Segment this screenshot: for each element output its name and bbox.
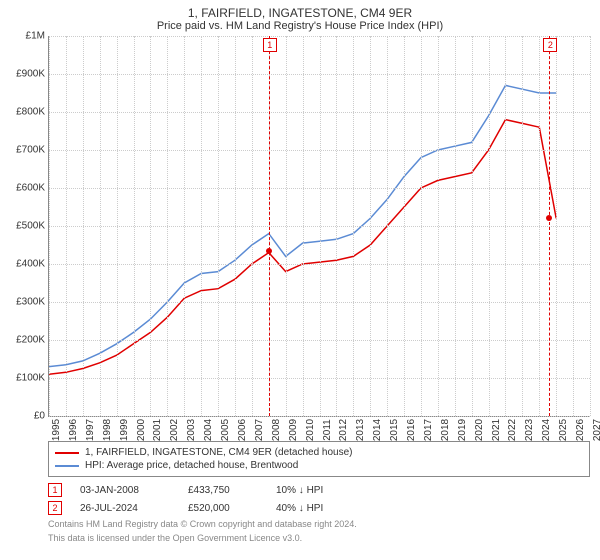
x-axis-label: 2001 <box>150 419 163 441</box>
chart-marker: 1 <box>263 38 277 52</box>
x-axis-label: 2021 <box>489 419 502 441</box>
y-axis-label: £1M <box>26 31 49 42</box>
x-axis-label: 2013 <box>353 419 366 441</box>
x-axis-label: 2024 <box>539 419 552 441</box>
x-axis-label: 1995 <box>49 419 62 441</box>
x-axis-label: 2014 <box>370 419 383 441</box>
y-axis-label: £600K <box>16 183 49 194</box>
x-axis-label: 2018 <box>438 419 451 441</box>
table-price: £520,000 <box>188 503 258 514</box>
x-axis-label: 2004 <box>201 419 214 441</box>
legend-item: HPI: Average price, detached house, Bren… <box>55 459 583 472</box>
legend-label: 1, FAIRFIELD, INGATESTONE, CM4 9ER (deta… <box>85 447 353 458</box>
legend-swatch <box>55 465 79 467</box>
x-axis-label: 2009 <box>286 419 299 441</box>
chart-marker: 2 <box>543 38 557 52</box>
x-axis-label: 2022 <box>505 419 518 441</box>
x-axis-label: 1997 <box>83 419 96 441</box>
x-axis-label: 2017 <box>421 419 434 441</box>
table-delta: 40% ↓ HPI <box>276 503 323 514</box>
table-row: 2 26-JUL-2024 £520,000 40% ↓ HPI <box>48 499 590 517</box>
x-axis-label: 2008 <box>269 419 282 441</box>
transactions-table: 1 03-JAN-2008 £433,750 10% ↓ HPI 2 26-JUL-202… <box>48 481 590 517</box>
x-axis-label: 2003 <box>184 419 197 441</box>
table-marker-box: 1 <box>48 483 62 497</box>
y-axis-label: £500K <box>16 221 49 232</box>
table-row: 1 03-JAN-2008 £433,750 10% ↓ HPI <box>48 481 590 499</box>
footer-copyright: Contains HM Land Registry data © Crown c… <box>48 519 590 531</box>
y-axis-label: £300K <box>16 297 49 308</box>
table-delta: 10% ↓ HPI <box>276 485 323 496</box>
x-axis-label: 2016 <box>404 419 417 441</box>
x-axis-label: 2020 <box>472 419 485 441</box>
footer-license: This data is licensed under the Open Gov… <box>48 533 590 545</box>
table-marker-box: 2 <box>48 501 62 515</box>
table-price: £433,750 <box>188 485 258 496</box>
table-date: 03-JAN-2008 <box>80 485 170 496</box>
x-axis-label: 1999 <box>117 419 130 441</box>
y-axis-label: £200K <box>16 335 49 346</box>
legend-swatch <box>55 452 79 454</box>
y-axis-label: £900K <box>16 69 49 80</box>
y-axis-label: £100K <box>16 373 49 384</box>
x-axis-label: 2010 <box>303 419 316 441</box>
x-axis-label: 2002 <box>167 419 180 441</box>
x-axis-label: 2023 <box>522 419 535 441</box>
y-axis-label: £800K <box>16 107 49 118</box>
legend: 1, FAIRFIELD, INGATESTONE, CM4 9ER (deta… <box>48 441 590 477</box>
y-axis-label: £0 <box>34 411 49 422</box>
x-axis-label: 2026 <box>573 419 586 441</box>
chart-subtitle: Price paid vs. HM Land Registry's House … <box>0 20 600 36</box>
x-axis-label: 1998 <box>100 419 113 441</box>
chart-title: 1, FAIRFIELD, INGATESTONE, CM4 9ER <box>0 0 600 20</box>
x-axis-label: 2005 <box>218 419 231 441</box>
y-axis-label: £700K <box>16 145 49 156</box>
legend-label: HPI: Average price, detached house, Bren… <box>85 460 298 471</box>
x-axis-label: 2000 <box>134 419 147 441</box>
price-chart: £0£100K£200K£300K£400K£500K£600K£700K£80… <box>48 36 590 417</box>
x-axis-label: 2015 <box>387 419 400 441</box>
table-date: 26-JUL-2024 <box>80 503 170 514</box>
x-axis-label: 1996 <box>66 419 79 441</box>
legend-item: 1, FAIRFIELD, INGATESTONE, CM4 9ER (deta… <box>55 446 583 459</box>
x-axis-label: 2011 <box>320 419 333 441</box>
y-axis-label: £400K <box>16 259 49 270</box>
x-axis-label: 2025 <box>556 419 569 441</box>
x-axis-label: 2027 <box>590 419 600 441</box>
x-axis-label: 2006 <box>235 419 248 441</box>
x-axis-label: 2019 <box>455 419 468 441</box>
x-axis-label: 2007 <box>252 419 265 441</box>
x-axis-label: 2012 <box>336 419 349 441</box>
